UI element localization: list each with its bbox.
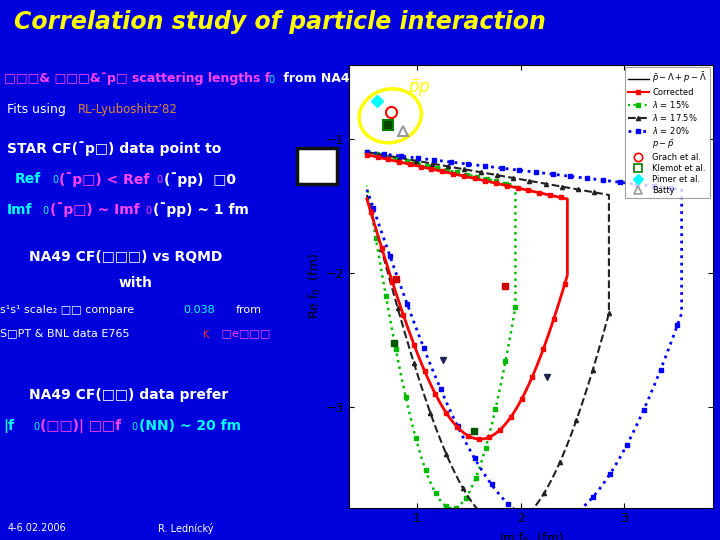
X-axis label: Im f$_0$  (fm): Im f$_0$ (fm) (498, 531, 564, 540)
FancyBboxPatch shape (297, 148, 336, 184)
Text: 0: 0 (132, 422, 138, 432)
Text: 0: 0 (268, 75, 274, 85)
Text: 0.038: 0.038 (184, 305, 215, 315)
Text: s¹s¹ scale₂ □□ compare: s¹s¹ scale₂ □□ compare (0, 305, 134, 315)
Text: 4-6.02.2006: 4-6.02.2006 (7, 523, 66, 534)
Text: 0: 0 (42, 206, 49, 216)
Text: Imf: Imf (7, 202, 32, 217)
Text: 0: 0 (145, 206, 152, 216)
Text: (NN) ~ 20 fm: (NN) ~ 20 fm (138, 419, 240, 433)
Text: with: with (119, 276, 153, 291)
Text: 0: 0 (33, 422, 40, 432)
Text: (¯pp)  □0: (¯pp) □0 (164, 172, 236, 186)
Text: Fits using: Fits using (7, 103, 70, 116)
Text: from NA49 and STAR: from NA49 and STAR (279, 72, 429, 85)
Text: 0: 0 (157, 175, 163, 185)
Legend: $\bar{p}-\Lambda + p-\bar{\Lambda}$, Corrected, $\lambda$ = 15%, $\lambda$ = 17.: $\bar{p}-\Lambda + p-\bar{\Lambda}$, Cor… (624, 68, 711, 198)
Text: |f: |f (4, 419, 14, 433)
Text: 0: 0 (52, 175, 58, 185)
Y-axis label: Re f$_0$  (fm): Re f$_0$ (fm) (307, 253, 323, 319)
Text: STAR CF(¯p□) data point to: STAR CF(¯p□) data point to (7, 141, 222, 156)
Text: $\bar{p}p$: $\bar{p}p$ (408, 78, 431, 99)
Text: (□□)| □□f: (□□)| □□f (40, 419, 122, 433)
Text: K: K (203, 330, 210, 340)
Text: R. Lednícký: R. Lednícký (158, 523, 214, 535)
Text: (¯p□) ~ Imf: (¯p□) ~ Imf (50, 202, 139, 218)
Text: Ref: Ref (14, 172, 40, 186)
Text: NA49 CF(□□□) vs RQMD: NA49 CF(□□□) vs RQMD (29, 250, 222, 264)
Text: (¯p□) < Ref: (¯p□) < Ref (60, 172, 150, 186)
Text: (¯pp) ~ 1 fm: (¯pp) ~ 1 fm (153, 202, 249, 218)
Text: RL-Lyuboshitz’82: RL-Lyuboshitz’82 (78, 103, 177, 116)
Text: □□□& □□□&¯p□ scattering lengths f: □□□& □□□&¯p□ scattering lengths f (4, 72, 270, 85)
Text: Correlation study of particle interaction: Correlation study of particle interactio… (14, 10, 546, 33)
Text: □e□□□: □e□□□ (217, 328, 270, 339)
Text: from: from (236, 305, 262, 315)
Text: S□PT & BNL data E765: S□PT & BNL data E765 (0, 328, 133, 339)
Text: NA49 CF(□□) data prefer: NA49 CF(□□) data prefer (29, 388, 228, 402)
